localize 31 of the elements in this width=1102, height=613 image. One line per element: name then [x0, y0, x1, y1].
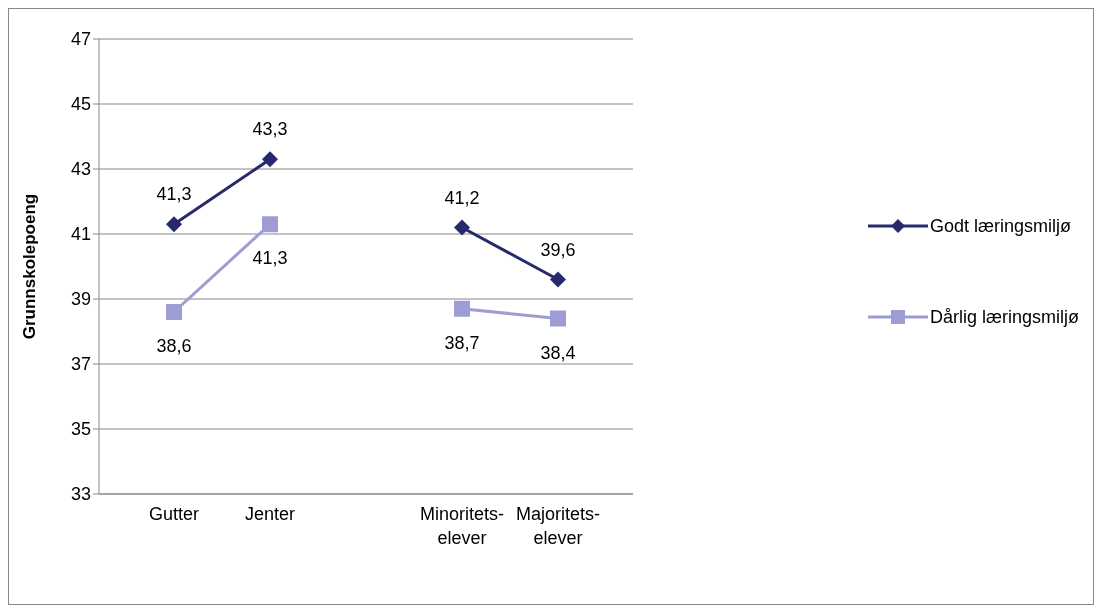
legend-label: Dårlig læringsmiljø [930, 306, 1080, 328]
data-label: 41,3 [156, 184, 192, 205]
x-tick-label: Minoritets-elever [419, 504, 505, 548]
point [262, 151, 278, 168]
point [166, 304, 182, 320]
y-tick-label: 37 [70, 354, 91, 375]
data-label: 38,4 [540, 342, 576, 363]
y-tick-label: 45 [70, 94, 91, 115]
y-tick-label: 41 [70, 224, 91, 245]
legend-label: Godt læringsmiljø [930, 215, 1073, 237]
x-tick-label: Gutter [148, 504, 200, 524]
data-label: 41,2 [444, 187, 480, 208]
point [454, 300, 470, 317]
point [262, 216, 278, 233]
y-axis-title: Grunnskolepoeng [20, 193, 40, 340]
y-tick-label: 43 [70, 159, 91, 180]
data-label: 38,7 [444, 332, 480, 353]
point [550, 310, 566, 327]
data-label: 38,6 [156, 336, 192, 356]
point [550, 271, 566, 288]
x-tick-label: Majoritets-elever [515, 504, 601, 548]
y-tick-label: 35 [70, 419, 91, 440]
y-tick-label: 47 [70, 29, 91, 50]
point [454, 219, 470, 236]
data-label: 43,3 [252, 119, 288, 140]
y-tick-label: 39 [70, 289, 91, 310]
data-label: 41,3 [252, 248, 288, 269]
data-label: 39,6 [540, 239, 576, 260]
x-tick-label: Jenter [244, 504, 296, 524]
point [166, 216, 182, 233]
y-tick-label: 33 [70, 484, 91, 505]
